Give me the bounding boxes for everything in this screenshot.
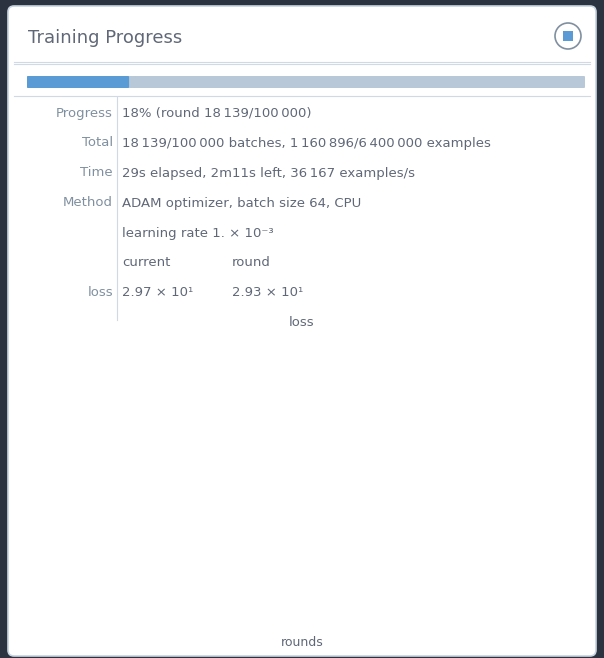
- Y-axis label: loss: loss: [41, 467, 51, 489]
- Text: ADAM optimizer, batch size 64, CPU: ADAM optimizer, batch size 64, CPU: [122, 197, 361, 209]
- Text: Method: Method: [63, 197, 113, 209]
- Text: 18% (round 18 139/100 000): 18% (round 18 139/100 000): [122, 107, 312, 120]
- Text: 29s elapsed, 2m11s left, 36 167 examples/s: 29s elapsed, 2m11s left, 36 167 examples…: [122, 166, 415, 180]
- Text: Time: Time: [80, 166, 113, 180]
- Text: 18 139/100 000 batches, 1 160 896/6 400 000 examples: 18 139/100 000 batches, 1 160 896/6 400 …: [122, 136, 491, 149]
- Text: current: current: [122, 257, 170, 270]
- Text: 2.97 × 10¹: 2.97 × 10¹: [122, 286, 193, 299]
- Text: loss: loss: [289, 316, 315, 330]
- FancyBboxPatch shape: [8, 6, 596, 656]
- Text: round: round: [232, 257, 271, 270]
- FancyBboxPatch shape: [27, 76, 585, 88]
- Text: loss: loss: [88, 286, 113, 299]
- Circle shape: [555, 23, 581, 49]
- Text: Progress: Progress: [56, 107, 113, 120]
- FancyBboxPatch shape: [27, 76, 129, 88]
- Text: Training Progress: Training Progress: [28, 29, 182, 47]
- Text: Total: Total: [82, 136, 113, 149]
- FancyBboxPatch shape: [563, 31, 573, 41]
- Text: rounds: rounds: [281, 636, 323, 649]
- Text: 2.93 × 10¹: 2.93 × 10¹: [232, 286, 303, 299]
- Text: learning rate 1. × 10⁻³: learning rate 1. × 10⁻³: [122, 226, 274, 240]
